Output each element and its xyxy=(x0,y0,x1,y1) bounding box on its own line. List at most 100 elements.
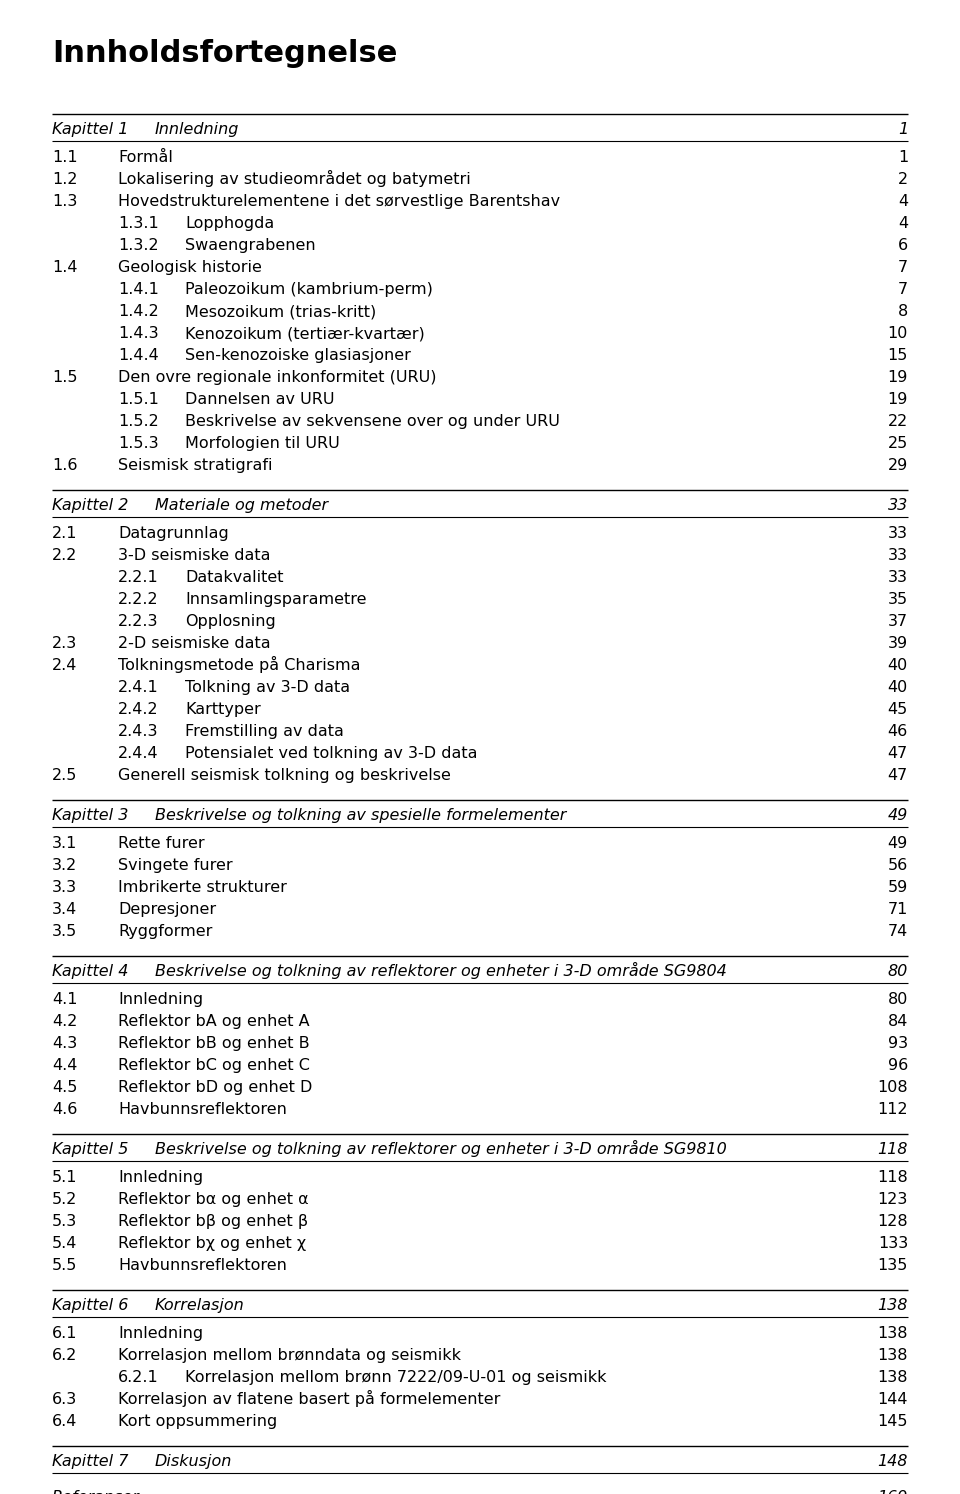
Text: 138: 138 xyxy=(877,1348,908,1363)
Text: 40: 40 xyxy=(888,680,908,695)
Text: 40: 40 xyxy=(888,659,908,674)
Text: Dannelsen av URU: Dannelsen av URU xyxy=(185,391,334,408)
Text: 33: 33 xyxy=(888,526,908,541)
Text: Reflektor bβ og enhet β: Reflektor bβ og enhet β xyxy=(118,1215,308,1230)
Text: 6.4: 6.4 xyxy=(52,1415,78,1430)
Text: Kapittel 4: Kapittel 4 xyxy=(52,964,129,979)
Text: Datagrunnlag: Datagrunnlag xyxy=(118,526,228,541)
Text: Reflektor bB og enhet B: Reflektor bB og enhet B xyxy=(118,1037,310,1052)
Text: Kapittel 6: Kapittel 6 xyxy=(52,1298,129,1313)
Text: 4.6: 4.6 xyxy=(52,1103,78,1118)
Text: 59: 59 xyxy=(888,880,908,895)
Text: Paleozoikum (kambrium-perm): Paleozoikum (kambrium-perm) xyxy=(185,282,433,297)
Text: 45: 45 xyxy=(888,702,908,717)
Text: 80: 80 xyxy=(888,992,908,1007)
Text: 3.3: 3.3 xyxy=(52,880,77,895)
Text: 4: 4 xyxy=(898,194,908,209)
Text: 1.5.3: 1.5.3 xyxy=(118,436,158,451)
Text: Karttyper: Karttyper xyxy=(185,702,261,717)
Text: 39: 39 xyxy=(888,636,908,651)
Text: 6: 6 xyxy=(898,238,908,252)
Text: 33: 33 xyxy=(888,498,908,512)
Text: Mesozoikum (trias-kritt): Mesozoikum (trias-kritt) xyxy=(185,305,376,320)
Text: 5.4: 5.4 xyxy=(52,1236,78,1250)
Text: 3.4: 3.4 xyxy=(52,902,77,917)
Text: 2.2.1: 2.2.1 xyxy=(118,571,158,586)
Text: Innholdsfortegnelse: Innholdsfortegnelse xyxy=(52,39,397,69)
Text: 96: 96 xyxy=(888,1058,908,1073)
Text: Ryggformer: Ryggformer xyxy=(118,925,212,940)
Text: Korrelasjon: Korrelasjon xyxy=(155,1298,245,1313)
Text: Generell seismisk tolkning og beskrivelse: Generell seismisk tolkning og beskrivels… xyxy=(118,768,451,783)
Text: 2.2.2: 2.2.2 xyxy=(118,592,158,607)
Text: 5.2: 5.2 xyxy=(52,1192,78,1207)
Text: Beskrivelse og tolkning av reflektorer og enheter i 3-D område SG9810: Beskrivelse og tolkning av reflektorer o… xyxy=(155,1140,727,1158)
Text: 112: 112 xyxy=(877,1103,908,1118)
Text: Formål: Formål xyxy=(118,151,173,166)
Text: 49: 49 xyxy=(888,808,908,823)
Text: 80: 80 xyxy=(888,964,908,979)
Text: 1.4.2: 1.4.2 xyxy=(118,305,158,320)
Text: 1.4: 1.4 xyxy=(52,260,78,275)
Text: Tolkning av 3-D data: Tolkning av 3-D data xyxy=(185,680,350,695)
Text: Tolkningsmetode på Charisma: Tolkningsmetode på Charisma xyxy=(118,656,361,674)
Text: 7: 7 xyxy=(898,282,908,297)
Text: 169: 169 xyxy=(877,1490,908,1494)
Text: 2-D seismiske data: 2-D seismiske data xyxy=(118,636,271,651)
Text: 2.4: 2.4 xyxy=(52,659,78,674)
Text: 3.2: 3.2 xyxy=(52,858,77,872)
Text: Kapittel 5: Kapittel 5 xyxy=(52,1141,129,1158)
Text: 1: 1 xyxy=(898,123,908,137)
Text: 4.1: 4.1 xyxy=(52,992,78,1007)
Text: 128: 128 xyxy=(877,1215,908,1230)
Text: 5.1: 5.1 xyxy=(52,1170,78,1185)
Text: Beskrivelse av sekvensene over og under URU: Beskrivelse av sekvensene over og under … xyxy=(185,414,560,429)
Text: Beskrivelse og tolkning av spesielle formelementer: Beskrivelse og tolkning av spesielle for… xyxy=(155,808,566,823)
Text: 3.5: 3.5 xyxy=(52,925,77,940)
Text: Potensialet ved tolkning av 3-D data: Potensialet ved tolkning av 3-D data xyxy=(185,746,477,760)
Text: 37: 37 xyxy=(888,614,908,629)
Text: 2.4.1: 2.4.1 xyxy=(118,680,158,695)
Text: 25: 25 xyxy=(888,436,908,451)
Text: 3.1: 3.1 xyxy=(52,837,78,852)
Text: 1.1: 1.1 xyxy=(52,151,78,166)
Text: 49: 49 xyxy=(888,837,908,852)
Text: 4.4: 4.4 xyxy=(52,1058,78,1073)
Text: Reflektor bC og enhet C: Reflektor bC og enhet C xyxy=(118,1058,310,1073)
Text: 93: 93 xyxy=(888,1037,908,1052)
Text: 148: 148 xyxy=(877,1454,908,1469)
Text: 5.3: 5.3 xyxy=(52,1215,77,1230)
Text: 4.3: 4.3 xyxy=(52,1037,77,1052)
Text: 6.1: 6.1 xyxy=(52,1327,78,1342)
Text: Korrelasjon mellom brønn 7222/09-U-01 og seismikk: Korrelasjon mellom brønn 7222/09-U-01 og… xyxy=(185,1370,607,1385)
Text: 3-D seismiske data: 3-D seismiske data xyxy=(118,548,271,563)
Text: 1.5.2: 1.5.2 xyxy=(118,414,158,429)
Text: 35: 35 xyxy=(888,592,908,607)
Text: 1.4.4: 1.4.4 xyxy=(118,348,158,363)
Text: Innsamlingsparametre: Innsamlingsparametre xyxy=(185,592,367,607)
Text: 4: 4 xyxy=(898,217,908,232)
Text: Opplosning: Opplosning xyxy=(185,614,276,629)
Text: 144: 144 xyxy=(877,1392,908,1407)
Text: Innledning: Innledning xyxy=(118,1327,204,1342)
Text: 19: 19 xyxy=(888,391,908,408)
Text: Geologisk historie: Geologisk historie xyxy=(118,260,262,275)
Text: 1.4.3: 1.4.3 xyxy=(118,326,158,341)
Text: 46: 46 xyxy=(888,725,908,740)
Text: 1.3: 1.3 xyxy=(52,194,78,209)
Text: 1.5: 1.5 xyxy=(52,371,78,385)
Text: 2.2: 2.2 xyxy=(52,548,78,563)
Text: 1: 1 xyxy=(898,151,908,166)
Text: Imbrikerte strukturer: Imbrikerte strukturer xyxy=(118,880,287,895)
Text: 138: 138 xyxy=(877,1298,908,1313)
Text: Reflektor bD og enhet D: Reflektor bD og enhet D xyxy=(118,1080,312,1095)
Text: Havbunnsreflektoren: Havbunnsreflektoren xyxy=(118,1103,287,1118)
Text: 19: 19 xyxy=(888,371,908,385)
Text: 22: 22 xyxy=(888,414,908,429)
Text: 4.2: 4.2 xyxy=(52,1014,78,1029)
Text: 7: 7 xyxy=(898,260,908,275)
Text: Lokalisering av studieområdet og batymetri: Lokalisering av studieområdet og batymet… xyxy=(118,170,470,187)
Text: 1.3.2: 1.3.2 xyxy=(118,238,158,252)
Text: Datakvalitet: Datakvalitet xyxy=(185,571,283,586)
Text: 118: 118 xyxy=(877,1170,908,1185)
